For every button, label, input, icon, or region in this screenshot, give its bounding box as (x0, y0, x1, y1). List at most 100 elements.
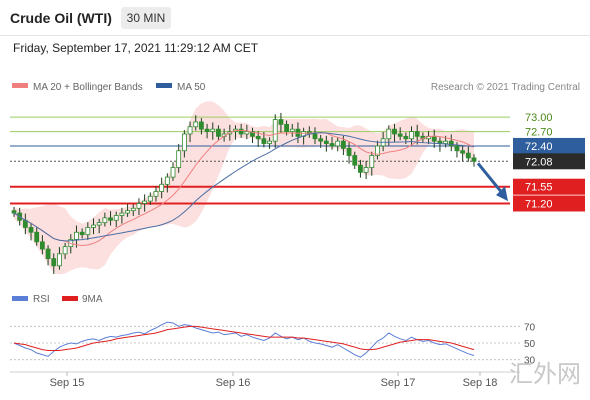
level-label-0: 73.00 (525, 112, 553, 124)
candle-body (79, 231, 85, 236)
candle-body (250, 131, 255, 137)
level-value: 73.00 (525, 112, 553, 124)
candle-body (397, 133, 403, 137)
candle-body (335, 140, 341, 147)
x-axis: Sep 15 Sep 16 Sep 17 Sep 18 (10, 371, 520, 389)
x-tick-label: Sep 18 (463, 377, 498, 389)
candle-body (289, 128, 295, 132)
candle-body (176, 150, 182, 168)
candle-body (11, 210, 17, 214)
candle-body (329, 143, 335, 147)
candle-body (130, 207, 136, 212)
candle-body (193, 121, 199, 128)
candle-body (358, 164, 363, 173)
candle-body (261, 138, 267, 144)
candle-body (51, 258, 57, 267)
candle-body (125, 210, 130, 214)
candle-body (74, 231, 79, 240)
rsi-level-label-30: 30 (524, 356, 536, 367)
x-tick-label: Sep 16 (216, 377, 251, 389)
candle-body (238, 128, 244, 135)
top-bar: Crude Oil (WTI) 30 MIN (0, 0, 590, 36)
candle-body (352, 155, 358, 166)
candle-body (45, 248, 51, 260)
candle-body (375, 145, 380, 156)
bollinger-band (14, 101, 474, 275)
x-tick-label: Sep 17 (381, 377, 416, 389)
rsi-legend-swatch (12, 296, 28, 301)
instrument-title: Crude Oil (WTI) (10, 10, 112, 26)
copyright-label: Research © 2021 Trading Central (431, 82, 580, 93)
candle-body (142, 200, 148, 204)
level-tag-bg (513, 195, 585, 212)
candle-body (460, 150, 466, 154)
ma50-line (13, 132, 475, 242)
rsi-ma-line (13, 325, 475, 351)
rsi-level-label-70: 70 (524, 322, 536, 333)
candle-body (91, 224, 96, 228)
candle-body (312, 133, 318, 140)
level-label-3: 72.08 (513, 153, 585, 170)
level-label-1: 72.70 (525, 127, 553, 139)
level-label-5: 71.20 (513, 195, 585, 212)
candle-body (267, 140, 272, 144)
level-tag-bg (513, 137, 585, 154)
level-value: 72.70 (525, 127, 553, 139)
level-value: 72.40 (525, 141, 553, 153)
candle-body (323, 140, 329, 144)
rsi-ma-legend-swatch (62, 296, 78, 301)
candle-body (363, 167, 369, 173)
rsi-legend-label: RSI (33, 294, 50, 305)
candle-body (62, 246, 68, 255)
ma50-legend-label: MA 50 (177, 82, 206, 93)
ma20-line (13, 129, 475, 246)
candle-body (164, 176, 170, 185)
candle-body (448, 140, 454, 147)
candle-body (187, 126, 193, 135)
candle-body (136, 203, 142, 209)
candle-body (57, 253, 62, 267)
candle-body (278, 119, 284, 125)
candle-body (216, 128, 221, 137)
level-value: 71.20 (525, 198, 553, 210)
candle-body (119, 212, 125, 216)
candle-body (409, 131, 414, 140)
candle-body (369, 155, 375, 168)
candle-body (403, 135, 409, 140)
level-tag-bg (513, 178, 585, 195)
candle-body (147, 195, 153, 202)
ma20-legend-swatch (12, 83, 28, 88)
candle-body (102, 217, 108, 224)
candle-body (454, 145, 460, 152)
candle-body (108, 217, 113, 221)
candle-body (346, 147, 352, 156)
timeframe-badge[interactable]: 30 MIN (121, 7, 171, 29)
candle-body (431, 135, 437, 142)
candle-body (85, 227, 91, 236)
candle-body (340, 140, 346, 149)
candle-body (39, 241, 45, 250)
projection-arrow-head (496, 186, 508, 202)
ma50-legend-swatch (156, 83, 172, 88)
rsi-line (13, 321, 475, 358)
candle-body (96, 222, 102, 226)
candle-body (272, 119, 278, 142)
level-label-2: 72.40 (513, 137, 585, 154)
candle-body (414, 131, 420, 137)
candle-body (244, 131, 250, 135)
watermark: 汇外网 (509, 360, 581, 388)
candle-body (28, 227, 34, 233)
candle-body (113, 215, 119, 221)
candle-body (471, 157, 477, 162)
chart-datetime: Friday, September 17, 2021 11:29:12 AM C… (13, 41, 259, 55)
rsi-panel: 70 50 30 (10, 321, 536, 367)
candle-body (284, 123, 289, 132)
candle-body (204, 128, 210, 132)
level-value: 72.08 (525, 156, 553, 168)
level-tag-bg (513, 153, 585, 170)
x-tick-label: Sep 15 (50, 377, 85, 389)
level-label-4: 71.55 (513, 178, 585, 195)
candle-body (153, 191, 159, 197)
rsi-ma-legend-label: 9MA (82, 294, 103, 305)
